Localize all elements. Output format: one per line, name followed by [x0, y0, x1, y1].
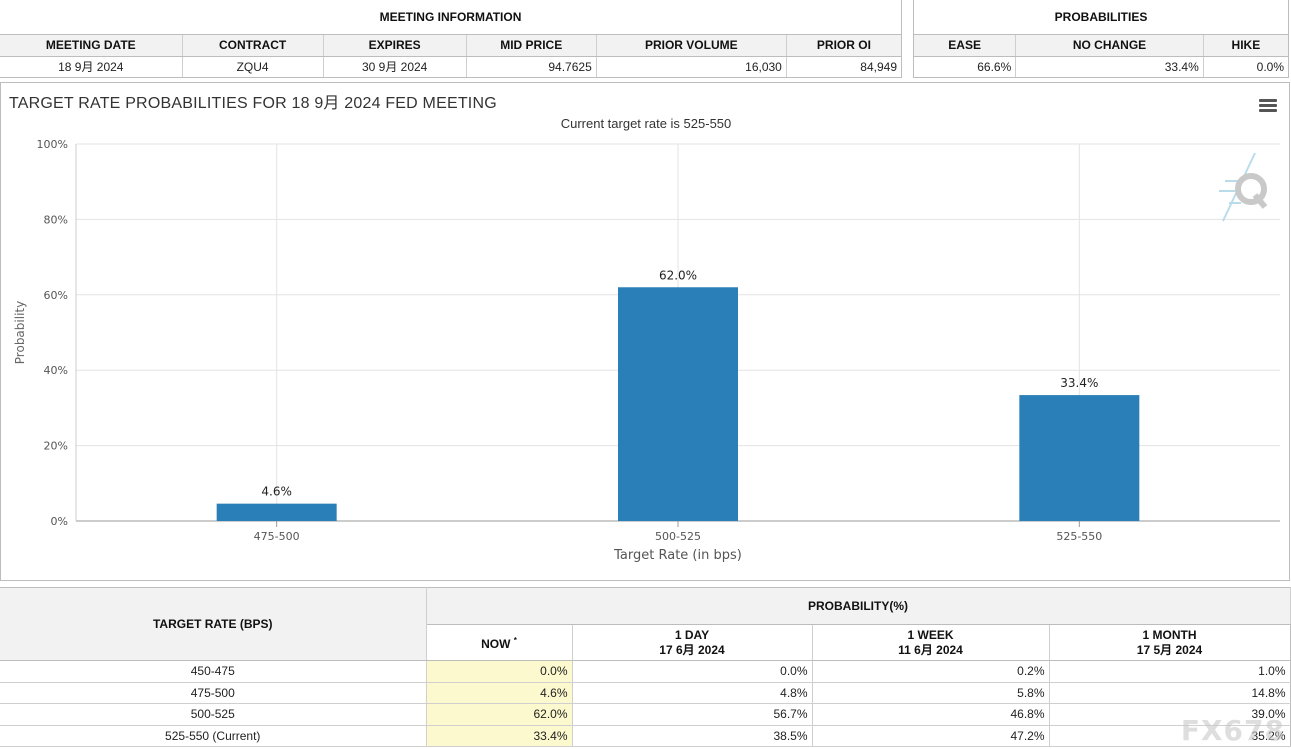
column-hike: HIKE	[1203, 34, 1289, 57]
column-prior-volume: PRIOR VOLUME	[596, 34, 787, 57]
bar-475-500	[216, 503, 337, 521]
now-footnote-mark: *	[513, 636, 517, 645]
probabilities-header: PROBABILITIES	[913, 0, 1289, 35]
data-label: 4.6%	[261, 485, 292, 499]
1-day-cell: 4.8%	[572, 682, 813, 704]
quikstrike-q-logo	[1219, 152, 1268, 222]
ease-value: 66.6%	[913, 56, 1017, 78]
target-rate-cell: 500-525	[0, 703, 427, 726]
meeting-date-value: 18 9月 2024	[0, 56, 183, 78]
hike-value: 0.0%	[1203, 56, 1289, 78]
target-rate-cell: 525-550 (Current)	[0, 725, 427, 747]
y-tick-label: 100%	[37, 138, 68, 151]
data-label: 33.4%	[1060, 376, 1098, 390]
no-change-value: 33.4%	[1015, 56, 1204, 78]
table-row: 500-525 62.0% 56.7% 46.8% 39.0%	[0, 703, 1290, 726]
target-rate-probability-table: TARGET RATE (BPS) PROBABILITY(%) NOW * 1…	[0, 587, 1291, 747]
probability-bar-chart: 0% 20% 40% 60% 80% 100% 4.6% 475-500 62.0% 500-52…	[13, 138, 1280, 563]
prior-oi-value: 84,949	[786, 56, 902, 78]
x-tick-label: 500-525	[655, 530, 701, 543]
prior-volume-value: 16,030	[596, 56, 787, 78]
now-cell: 62.0%	[426, 703, 573, 726]
1-month-column-header: 1 MONTH 17 5月 2024	[1049, 624, 1290, 661]
1-month-cell: 35.2%	[1049, 725, 1290, 747]
y-tick-label: 0%	[51, 515, 68, 528]
table-row: 450-475 0.0% 0.0% 0.2% 1.0%	[0, 660, 1290, 683]
1-day-cell: 38.5%	[572, 725, 813, 747]
column-meeting-date: MEETING DATE	[0, 34, 183, 57]
column-no-change: NO CHANGE	[1015, 34, 1204, 57]
target-rate-cell: 450-475	[0, 660, 427, 683]
column-ease: EASE	[913, 34, 1017, 57]
now-column-header: NOW *	[426, 624, 573, 661]
y-tick-label: 20%	[44, 440, 68, 453]
table-row: 475-500 4.6% 4.8% 5.8% 14.8%	[0, 682, 1290, 704]
table-row: 525-550 (Current) 33.4% 38.5% 47.2% 35.2…	[0, 725, 1290, 747]
now-cell: 33.4%	[426, 725, 573, 747]
now-cell: 4.6%	[426, 682, 573, 704]
1-day-cell: 0.0%	[572, 660, 813, 683]
y-tick-label: 60%	[44, 289, 68, 302]
1-week-cell: 0.2%	[812, 660, 1050, 683]
data-label: 62.0%	[659, 268, 697, 282]
1-week-cell: 46.8%	[812, 703, 1050, 726]
x-tick-label: 525-550	[1056, 530, 1102, 543]
meeting-information-header: MEETING INFORMATION	[0, 0, 902, 35]
probabilities-table: PROBABILITIES EASE NO CHANGE HIKE 66.6% …	[913, 0, 1289, 78]
mid-price-value: 94.7625	[466, 56, 597, 78]
1-month-cell: 14.8%	[1049, 682, 1290, 704]
1-month-cell: 1.0%	[1049, 660, 1290, 683]
bar-500-525	[618, 287, 738, 521]
1-week-column-header: 1 WEEK 11 6月 2024	[812, 624, 1050, 661]
1-month-cell: 39.0%	[1049, 703, 1290, 726]
column-mid-price: MID PRICE	[466, 34, 597, 57]
x-tick-label: 475-500	[254, 530, 300, 543]
1-week-cell: 47.2%	[812, 725, 1050, 747]
chart-subtitle: Current target rate is 525-550	[560, 116, 732, 131]
1-week-cell: 5.8%	[812, 682, 1050, 704]
target-rate-header: TARGET RATE (BPS)	[0, 587, 427, 661]
y-tick-label: 40%	[44, 364, 68, 377]
now-cell: 0.0%	[426, 660, 573, 683]
meeting-information-table: MEETING INFORMATION MEETING DATE CONTRAC…	[0, 0, 902, 78]
hamburger-menu-icon[interactable]	[1259, 99, 1277, 113]
bar-525-550	[1019, 395, 1140, 521]
contract-value: ZQU4	[182, 56, 324, 78]
column-expires: EXPIRES	[323, 34, 467, 57]
x-axis-title: Target Rate (in bps)	[613, 548, 742, 563]
column-prior-oi: PRIOR OI	[786, 34, 902, 57]
target-rate-cell: 475-500	[0, 682, 427, 704]
column-contract: CONTRACT	[182, 34, 324, 57]
y-axis-title: Probability	[13, 301, 27, 364]
probability-header: PROBABILITY(%)	[426, 587, 1291, 625]
1-day-column-header: 1 DAY 17 6月 2024	[572, 624, 813, 661]
1-day-cell: 56.7%	[572, 703, 813, 726]
y-tick-label: 80%	[44, 213, 68, 226]
chart-title: TARGET RATE PROBABILITIES FOR 18 9月 2024…	[9, 95, 497, 112]
target-rate-chart-panel: 0% 20% 40% 60% 80% 100% 4.6% 475-500 62.0% 500-52…	[0, 82, 1290, 581]
expires-value: 30 9月 2024	[323, 56, 467, 78]
